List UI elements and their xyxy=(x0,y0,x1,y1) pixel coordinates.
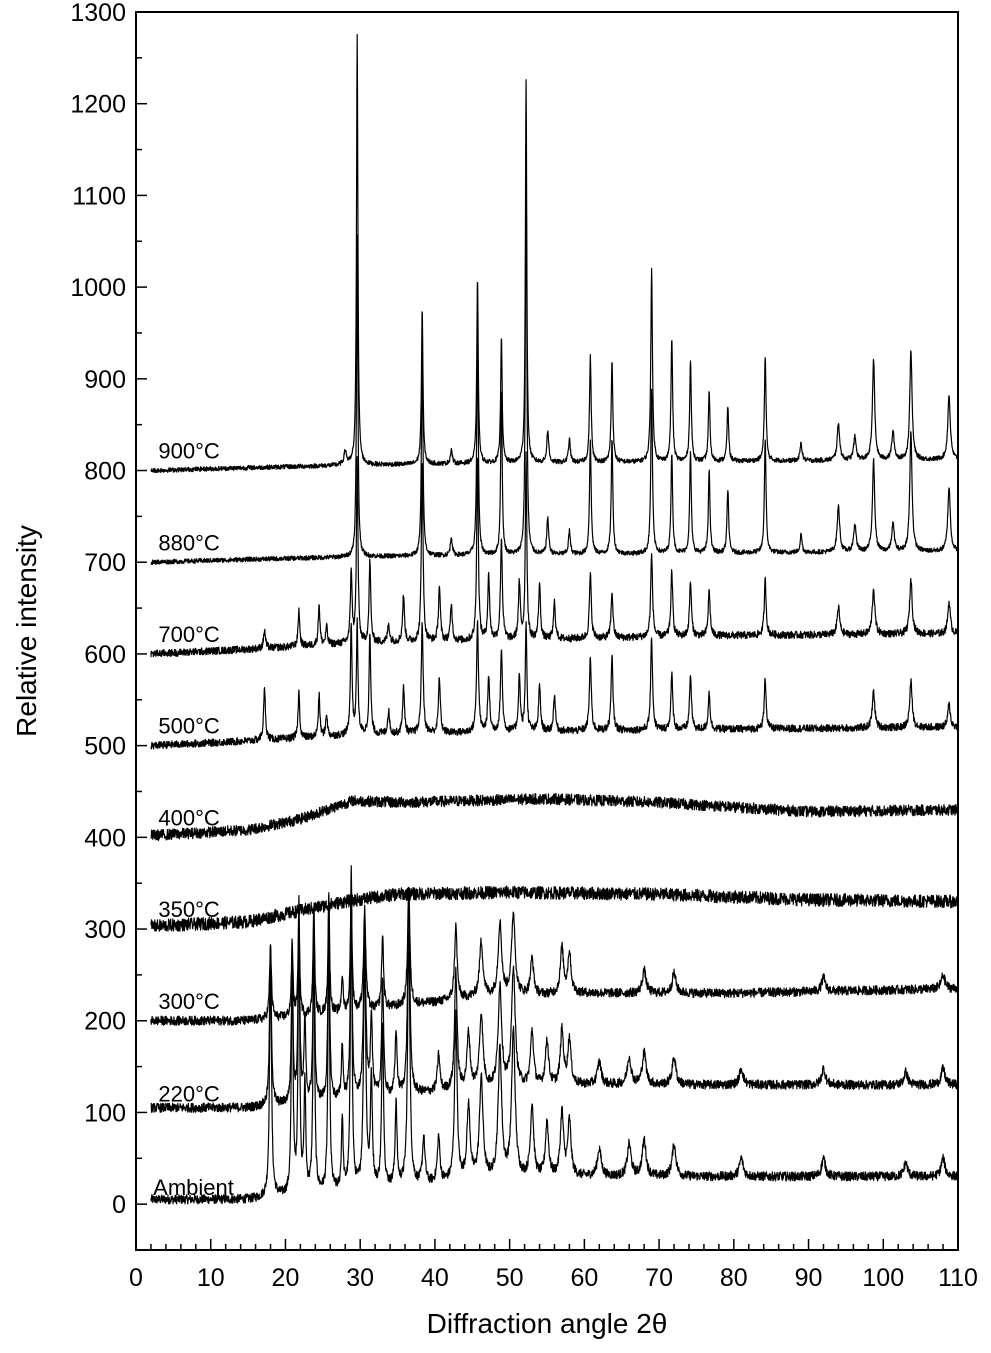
y-tick-label: 400 xyxy=(84,824,126,852)
x-tick-label: 110 xyxy=(938,1264,978,1292)
trace-label: 880°C xyxy=(158,530,220,555)
trace-line xyxy=(150,878,959,1026)
trace-label: 300°C xyxy=(158,989,220,1014)
x-tick-label: 50 xyxy=(496,1264,524,1292)
trace-line xyxy=(150,886,959,1205)
x-tick-label: 60 xyxy=(570,1264,598,1292)
trace-line xyxy=(150,885,959,932)
y-tick-label: 1300 xyxy=(70,0,126,27)
x-tick-label: 100 xyxy=(862,1264,904,1292)
trace-label: 900°C xyxy=(158,439,220,464)
y-axis-ticks: 0 100 200 300 400 500 600 700 800 900 1000 1100 1200… xyxy=(70,0,147,1219)
y-tick-label: 800 xyxy=(84,458,126,486)
trace-line xyxy=(150,142,959,566)
x-tick-label: 30 xyxy=(346,1264,374,1292)
plot-frame xyxy=(135,11,959,1251)
x-tick-label: 20 xyxy=(272,1264,300,1292)
y-tick-label: 600 xyxy=(84,641,126,669)
x-axis-ticks: 0 10 20 30 40 50 60 70 80 90 100 110 xyxy=(129,1239,978,1292)
x-tick-label: 80 xyxy=(720,1264,748,1292)
trace-label: 700°C xyxy=(158,622,220,647)
y-tick-label: 1100 xyxy=(72,182,126,210)
y-tick-label: 900 xyxy=(84,366,126,394)
y-tick-label: 100 xyxy=(84,1099,126,1127)
trace-label: 500°C xyxy=(158,714,220,739)
x-tick-label: 0 xyxy=(129,1264,143,1292)
trace-group xyxy=(150,33,959,1205)
y-tick-label: 200 xyxy=(84,1008,126,1036)
x-axis-title: Diffraction angle 2θ xyxy=(427,1308,668,1339)
x-tick-label: 10 xyxy=(197,1264,225,1292)
y-tick-label: 0 xyxy=(112,1191,126,1219)
y-axis-title: Relative intensity xyxy=(11,525,42,737)
y-tick-label: 300 xyxy=(84,916,126,944)
y-tick-label: 700 xyxy=(84,549,126,577)
y-tick-label: 1200 xyxy=(70,91,126,119)
trace-label: 350°C xyxy=(158,897,220,922)
trace-label-group: Ambient 220°C 300°C 350°C 400°C 500°C 700°C 880… xyxy=(153,439,234,1200)
trace-label: 400°C xyxy=(158,805,220,830)
x-tick-label: 40 xyxy=(421,1264,449,1292)
y-tick-label: 1000 xyxy=(70,274,126,302)
x-tick-label: 70 xyxy=(645,1264,673,1292)
trace-line xyxy=(150,33,959,474)
trace-label: 220°C xyxy=(158,1081,220,1106)
trace-line xyxy=(150,617,959,750)
trace-label: Ambient xyxy=(153,1175,234,1200)
y-tick-label: 500 xyxy=(84,733,126,761)
trace-line xyxy=(150,865,959,1113)
x-tick-label: 90 xyxy=(795,1264,823,1292)
trace-line xyxy=(150,451,959,658)
trace-line xyxy=(150,793,959,842)
